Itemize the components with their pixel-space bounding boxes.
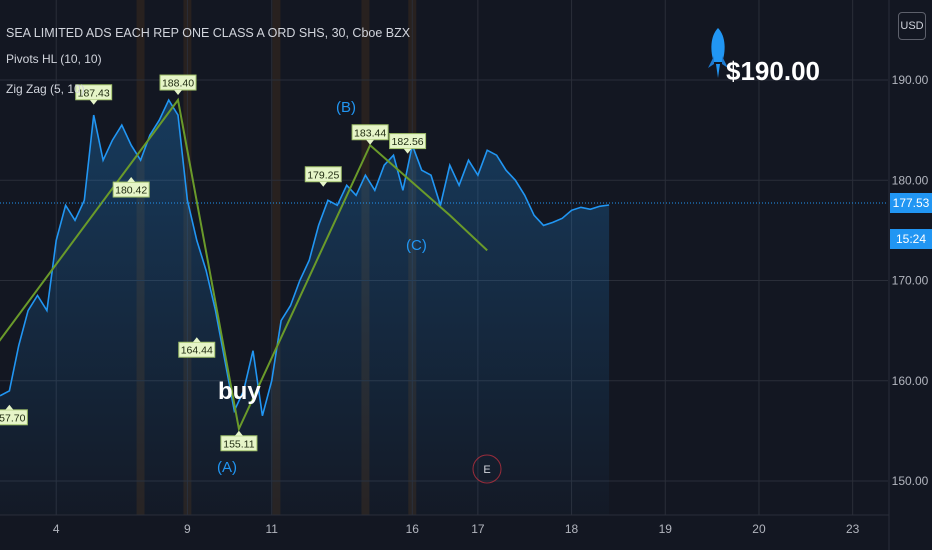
chart-title: SEA LIMITED ADS EACH REP ONE CLASS A ORD…: [6, 26, 411, 40]
time-axis-tick: 17: [471, 522, 485, 536]
pivot-label-text: 180.42: [115, 185, 147, 197]
time-axis-tick: 18: [565, 522, 579, 536]
time-axis-tick: 23: [846, 522, 860, 536]
time-axis-tick: 20: [752, 522, 766, 536]
indicator-pivots-legend[interactable]: Pivots HL (10, 10): [6, 52, 102, 66]
price-area-fill: [0, 100, 610, 515]
pivot-label-pointer: [174, 90, 183, 96]
price-axis-tick: 190.00: [892, 73, 929, 87]
pivot-label-text: 155.11: [223, 438, 254, 450]
event-marker[interactable]: E: [472, 454, 502, 484]
pivot-label: 179.25: [304, 166, 342, 187]
price-area: [0, 98, 610, 515]
price-line: [0, 98, 610, 417]
pivot-label-pointer: [403, 148, 412, 154]
pivot-label: 157.70: [0, 404, 28, 426]
currency-button[interactable]: USD: [898, 12, 926, 40]
indicator-zigzag-legend[interactable]: Zig Zag (5, 10): [6, 82, 85, 96]
pivot-label-text: 182.56: [392, 136, 424, 148]
last-price-badge: 177.53: [890, 193, 932, 213]
pivot-label-pointer: [192, 337, 201, 343]
pivot-label-text: 164.44: [181, 345, 213, 357]
zigzag-line: [0, 97, 488, 433]
price-axis: 150.00 160.00 170.00 180.00 190.00: [888, 0, 929, 550]
target-price: $190.00: [726, 56, 820, 86]
wave-c-label: (C): [406, 237, 427, 254]
pivot-label: 180.42: [112, 177, 150, 198]
price-axis-tick: 180.00: [892, 173, 929, 187]
time-axis-tick: 19: [659, 522, 673, 536]
wave-b-label: (B): [336, 99, 356, 116]
pivot-label-pointer: [319, 181, 328, 187]
pivot-label-pointer: [89, 99, 98, 105]
pivot-label-pointer: [234, 430, 243, 436]
time-axis-tick: 11: [265, 522, 278, 536]
wave-a-label: (A): [217, 459, 237, 476]
pivot-labels: 157.70 187.43 180.42 188.40 164.44 155.11 179.…: [0, 74, 427, 452]
pivot-label-text: 188.40: [162, 78, 194, 90]
pivot-label: 182.56: [389, 133, 427, 154]
pivot-label-text: 187.43: [78, 87, 110, 99]
price-axis-tick: 160.00: [892, 374, 929, 388]
price-axis-tick: 150.00: [892, 474, 929, 488]
time-axis-tick: 9: [184, 522, 191, 536]
price-axis-tick: 170.00: [892, 274, 929, 288]
pivot-label-text: 157.70: [0, 412, 26, 424]
event-marker-label: E: [483, 464, 490, 476]
bar-countdown: 15:24: [890, 229, 932, 249]
zigzag-layer: [0, 97, 488, 433]
time-axis: 4 9 11 16 17 18 19 20 23: [0, 514, 889, 536]
pivot-label: 187.43: [75, 84, 113, 105]
pivot-label-text: 183.44: [354, 127, 386, 139]
pivot-label-text: 179.25: [307, 169, 339, 181]
pivot-label: 188.40: [159, 74, 197, 96]
pivot-label: 155.11: [220, 430, 258, 452]
pivot-label: 183.44: [351, 124, 389, 145]
pivot-label: 164.44: [178, 337, 216, 358]
time-axis-tick: 4: [53, 522, 60, 536]
time-axis-tick: 16: [406, 522, 420, 536]
buy-label: buy: [218, 378, 261, 405]
rocket-icon: [708, 28, 728, 78]
session-band: [272, 0, 281, 515]
pivot-label-pointer: [127, 177, 136, 183]
pivot-label-pointer: [366, 139, 375, 145]
pivot-label-pointer: [5, 404, 14, 410]
